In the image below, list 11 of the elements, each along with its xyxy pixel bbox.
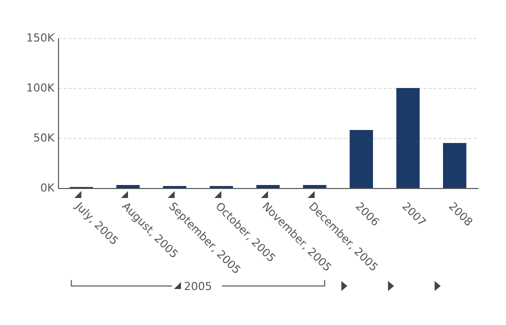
- bar: [350, 130, 373, 188]
- bar: [303, 185, 326, 188]
- y-tick-label: 100K: [26, 82, 56, 94]
- y-tick-label: 150K: [26, 32, 56, 44]
- bar: [396, 88, 420, 188]
- y-tick-label: 0K: [40, 182, 56, 194]
- y-tick-label: 50K: [33, 132, 56, 144]
- text: 2005: [184, 280, 212, 293]
- bar: [443, 143, 466, 188]
- bar: [256, 185, 280, 188]
- bar: [116, 185, 140, 188]
